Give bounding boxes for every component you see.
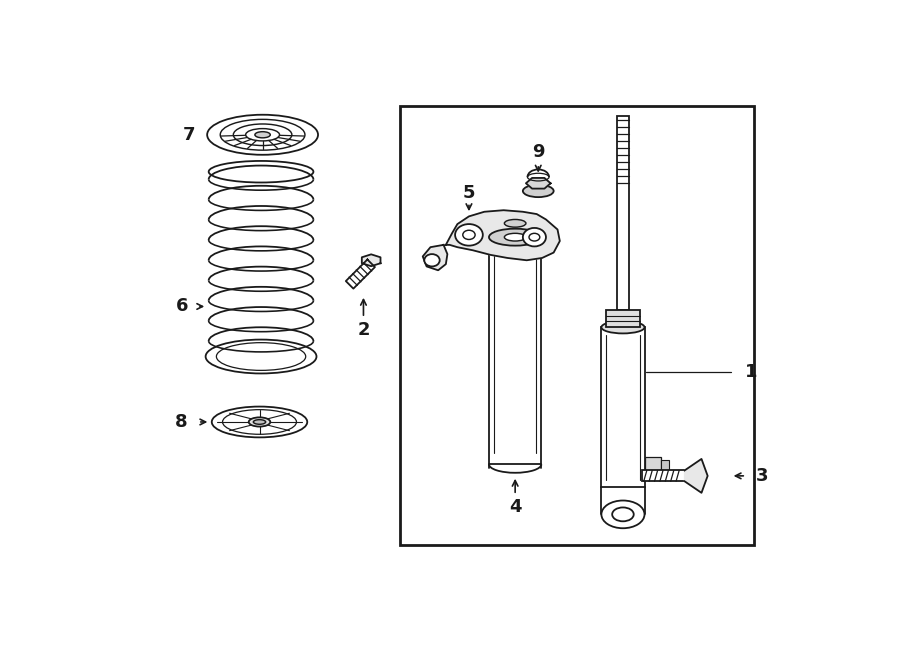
- Bar: [606, 310, 640, 327]
- Ellipse shape: [523, 185, 554, 197]
- Polygon shape: [362, 254, 381, 266]
- Text: 9: 9: [532, 143, 544, 161]
- Text: 2: 2: [357, 321, 370, 338]
- Ellipse shape: [504, 233, 526, 241]
- Bar: [616, 116, 629, 310]
- Polygon shape: [423, 245, 447, 270]
- Ellipse shape: [504, 219, 526, 227]
- Bar: [489, 237, 541, 464]
- Ellipse shape: [239, 136, 285, 153]
- Ellipse shape: [248, 417, 270, 426]
- Polygon shape: [446, 210, 560, 260]
- Text: 7: 7: [183, 126, 195, 143]
- Ellipse shape: [601, 321, 644, 333]
- Ellipse shape: [424, 254, 440, 266]
- Bar: [643, 471, 685, 481]
- Text: 4: 4: [508, 498, 521, 516]
- Ellipse shape: [254, 420, 266, 424]
- Text: 3: 3: [756, 467, 769, 485]
- Bar: [644, 457, 662, 478]
- Ellipse shape: [207, 115, 318, 155]
- Text: 1: 1: [744, 363, 757, 381]
- Polygon shape: [346, 260, 375, 289]
- Ellipse shape: [601, 500, 644, 528]
- Polygon shape: [526, 178, 551, 188]
- Bar: [504, 223, 526, 237]
- Ellipse shape: [523, 228, 546, 247]
- Ellipse shape: [205, 340, 317, 373]
- Ellipse shape: [209, 161, 313, 182]
- Ellipse shape: [255, 132, 270, 138]
- Text: 5: 5: [463, 184, 475, 202]
- Bar: [400, 106, 754, 545]
- Ellipse shape: [212, 407, 307, 438]
- Text: 6: 6: [176, 297, 188, 315]
- Bar: [601, 327, 644, 487]
- Bar: [662, 461, 670, 475]
- Ellipse shape: [489, 229, 541, 246]
- Text: 8: 8: [176, 413, 188, 431]
- Ellipse shape: [455, 224, 482, 246]
- Polygon shape: [685, 459, 707, 493]
